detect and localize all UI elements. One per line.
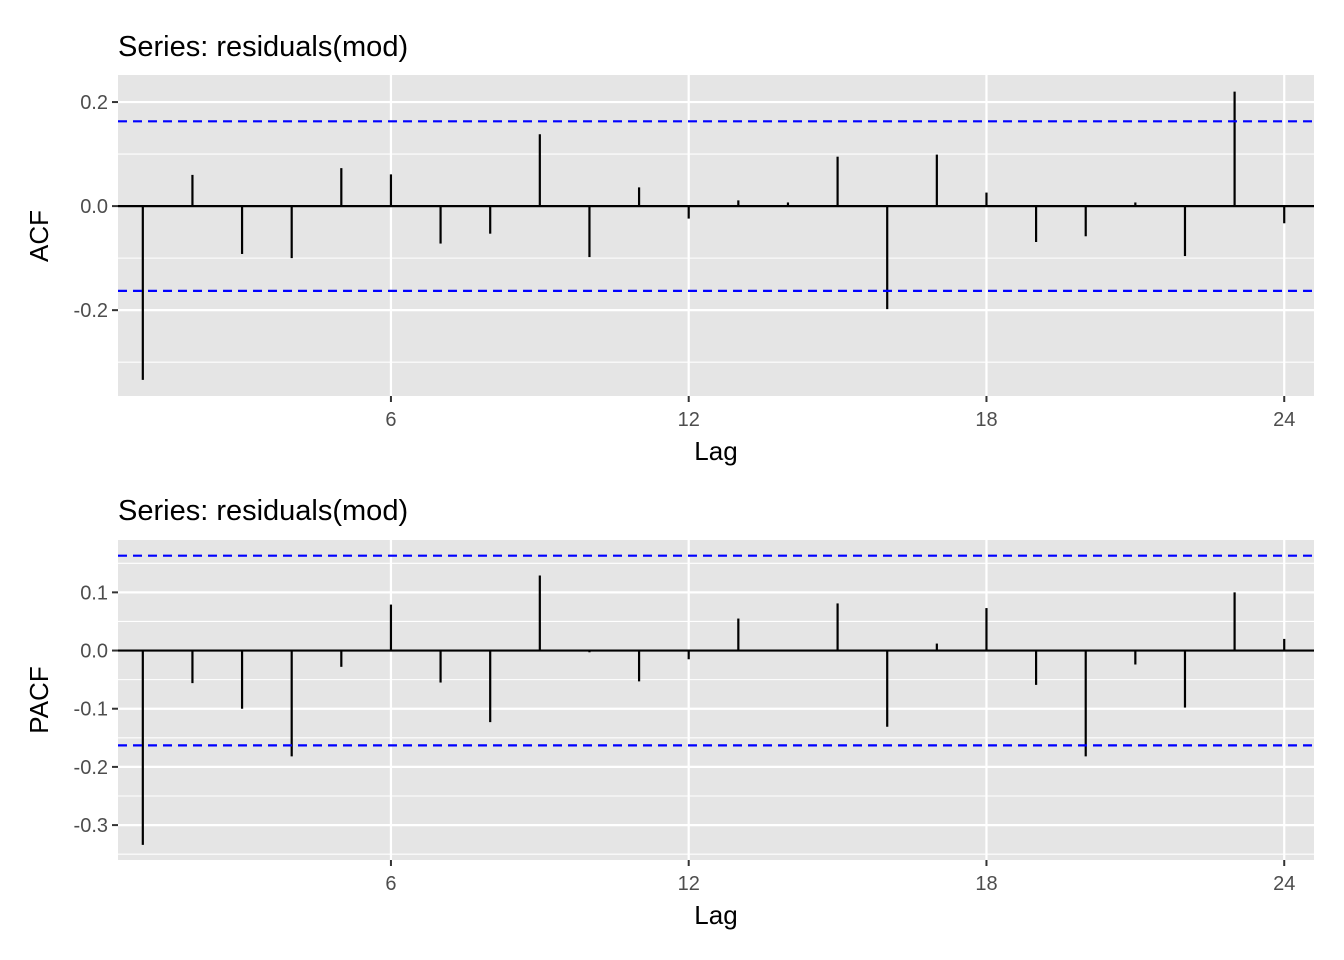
pacf-plot-panel bbox=[118, 540, 1314, 860]
acf-y-tick-label: 0.0 bbox=[80, 196, 108, 218]
acf-chart: Series: residuals(mod) -0.2 0.0 0.2 6 12 18 2… bbox=[24, 31, 1314, 466]
pacf-y-tick-label: -0.1 bbox=[74, 699, 108, 721]
pacf-y-axis: -0.3 -0.2 -0.1 0.0 0.1 bbox=[74, 582, 118, 837]
pacf-bars bbox=[118, 575, 1314, 845]
acf-bars bbox=[118, 91, 1314, 380]
acf-confidence-lines bbox=[118, 120, 1314, 293]
acf-y-tick-label: 0.2 bbox=[80, 92, 108, 114]
acf-x-tick-label: 6 bbox=[385, 409, 396, 431]
pacf-y-axis-label: PACF bbox=[24, 666, 54, 733]
acf-y-tick-label: -0.2 bbox=[74, 300, 108, 322]
acf-x-tick-label: 12 bbox=[678, 409, 700, 431]
pacf-y-tick-label: -0.3 bbox=[74, 815, 108, 837]
acf-x-tick-label: 18 bbox=[975, 409, 997, 431]
pacf-chart-title: Series: residuals(mod) bbox=[118, 495, 408, 527]
pacf-x-axis-label: Lag bbox=[694, 900, 737, 930]
pacf-x-tick-label: 12 bbox=[678, 873, 700, 895]
pacf-y-tick-label: 0.1 bbox=[80, 582, 108, 604]
acf-x-tick-label: 24 bbox=[1273, 409, 1295, 431]
acf-x-axis: 6 12 18 24 bbox=[385, 396, 1295, 431]
pacf-y-tick-label: -0.2 bbox=[74, 757, 108, 779]
acf-y-axis-label: ACF bbox=[24, 210, 54, 262]
pacf-y-tick-label: 0.0 bbox=[80, 641, 108, 663]
pacf-x-axis: 6 12 18 24 bbox=[385, 860, 1295, 895]
acf-x-axis-label: Lag bbox=[694, 436, 737, 466]
acf-y-axis: -0.2 0.0 0.2 bbox=[74, 92, 118, 322]
pacf-x-tick-label: 6 bbox=[385, 873, 396, 895]
acf-plot-panel bbox=[118, 75, 1314, 396]
pacf-x-tick-label: 24 bbox=[1273, 873, 1295, 895]
acf-chart-title: Series: residuals(mod) bbox=[118, 31, 408, 63]
pacf-chart: Series: residuals(mod) -0.3 -0.2 -0.1 0.0 0.… bbox=[24, 495, 1314, 930]
pacf-x-tick-label: 18 bbox=[975, 873, 997, 895]
pacf-confidence-lines bbox=[118, 554, 1314, 747]
